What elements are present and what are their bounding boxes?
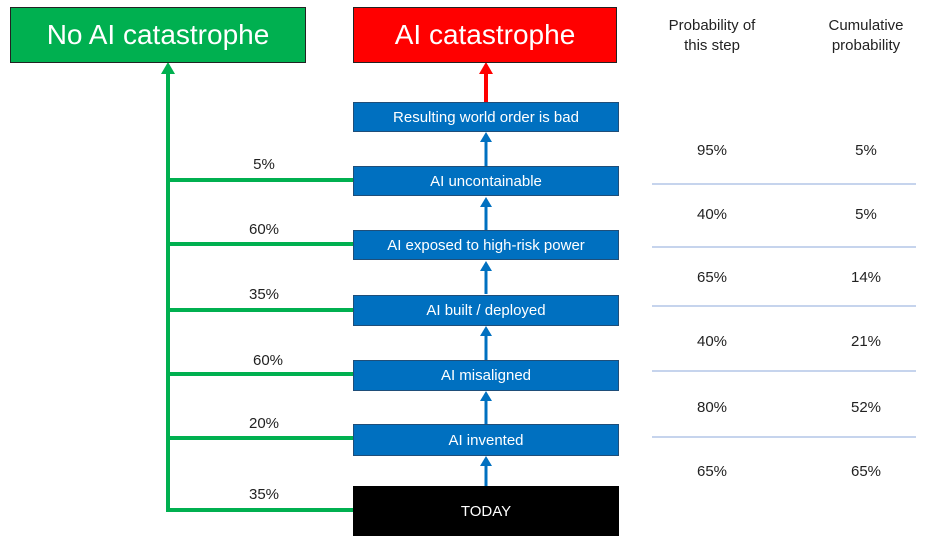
blue-arrow-head [480,132,492,142]
blue-arrow-head [480,391,492,401]
cumulative-probability-cell: 5% [855,142,877,159]
branch-percent-exposed: 60% [248,221,280,238]
blue-arrow-head [480,197,492,207]
blue-arrow-head [480,456,492,466]
green-arrow-head [161,62,175,74]
red-arrow-head [479,62,493,74]
cumulative-probability-cell: 21% [850,333,882,350]
step-probability-cell: 95% [696,142,728,159]
step-ai-built-deployed: AI built / deployed [353,295,619,326]
step-probability-cell: 80% [696,399,728,416]
step-ai-misaligned: AI misaligned [353,360,619,391]
catastrophe-header: AI catastrophe [353,7,617,63]
step-probability-cell: 65% [696,463,728,480]
cumulative-probability-header: Cumulative probability [828,16,903,56]
step-ai-uncontainable: AI uncontainable [353,166,619,196]
step-world-order-bad: Resulting world order is bad [353,102,619,132]
cumulative-probability-cell: 5% [855,206,877,223]
branch-percent-uncontainable: 5% [253,156,275,173]
branch-percent-misaligned: 60% [252,352,284,369]
step-ai-exposed-high-risk-power: AI exposed to high-risk power [353,230,619,260]
step-today: TODAY [353,486,619,536]
step-probability-cell: 40% [696,206,728,223]
no-catastrophe-header: No AI catastrophe [10,7,306,63]
blue-arrow-head [480,326,492,336]
step-probability-cell: 65% [696,269,728,286]
probability-step-header: Probability of this step [669,16,756,56]
cumulative-header-line1: Cumulative [828,17,904,34]
cumulative-probability-cell: 52% [850,399,882,416]
blue-arrow-head [480,261,492,271]
step-probability-cell: 40% [696,333,728,350]
cumulative-probability-cell: 14% [850,269,882,286]
cumulative-probability-cell: 65% [850,463,882,480]
branch-percent-invented: 20% [248,415,280,432]
branch-percent-today: 35% [248,486,280,503]
branch-percent-built: 35% [248,286,280,303]
probability-step-header-line2: this step [684,37,740,54]
probability-step-header-line1: Probability of [668,17,756,34]
step-ai-invented: AI invented [353,424,619,456]
cumulative-header-line2: probability [831,37,901,54]
